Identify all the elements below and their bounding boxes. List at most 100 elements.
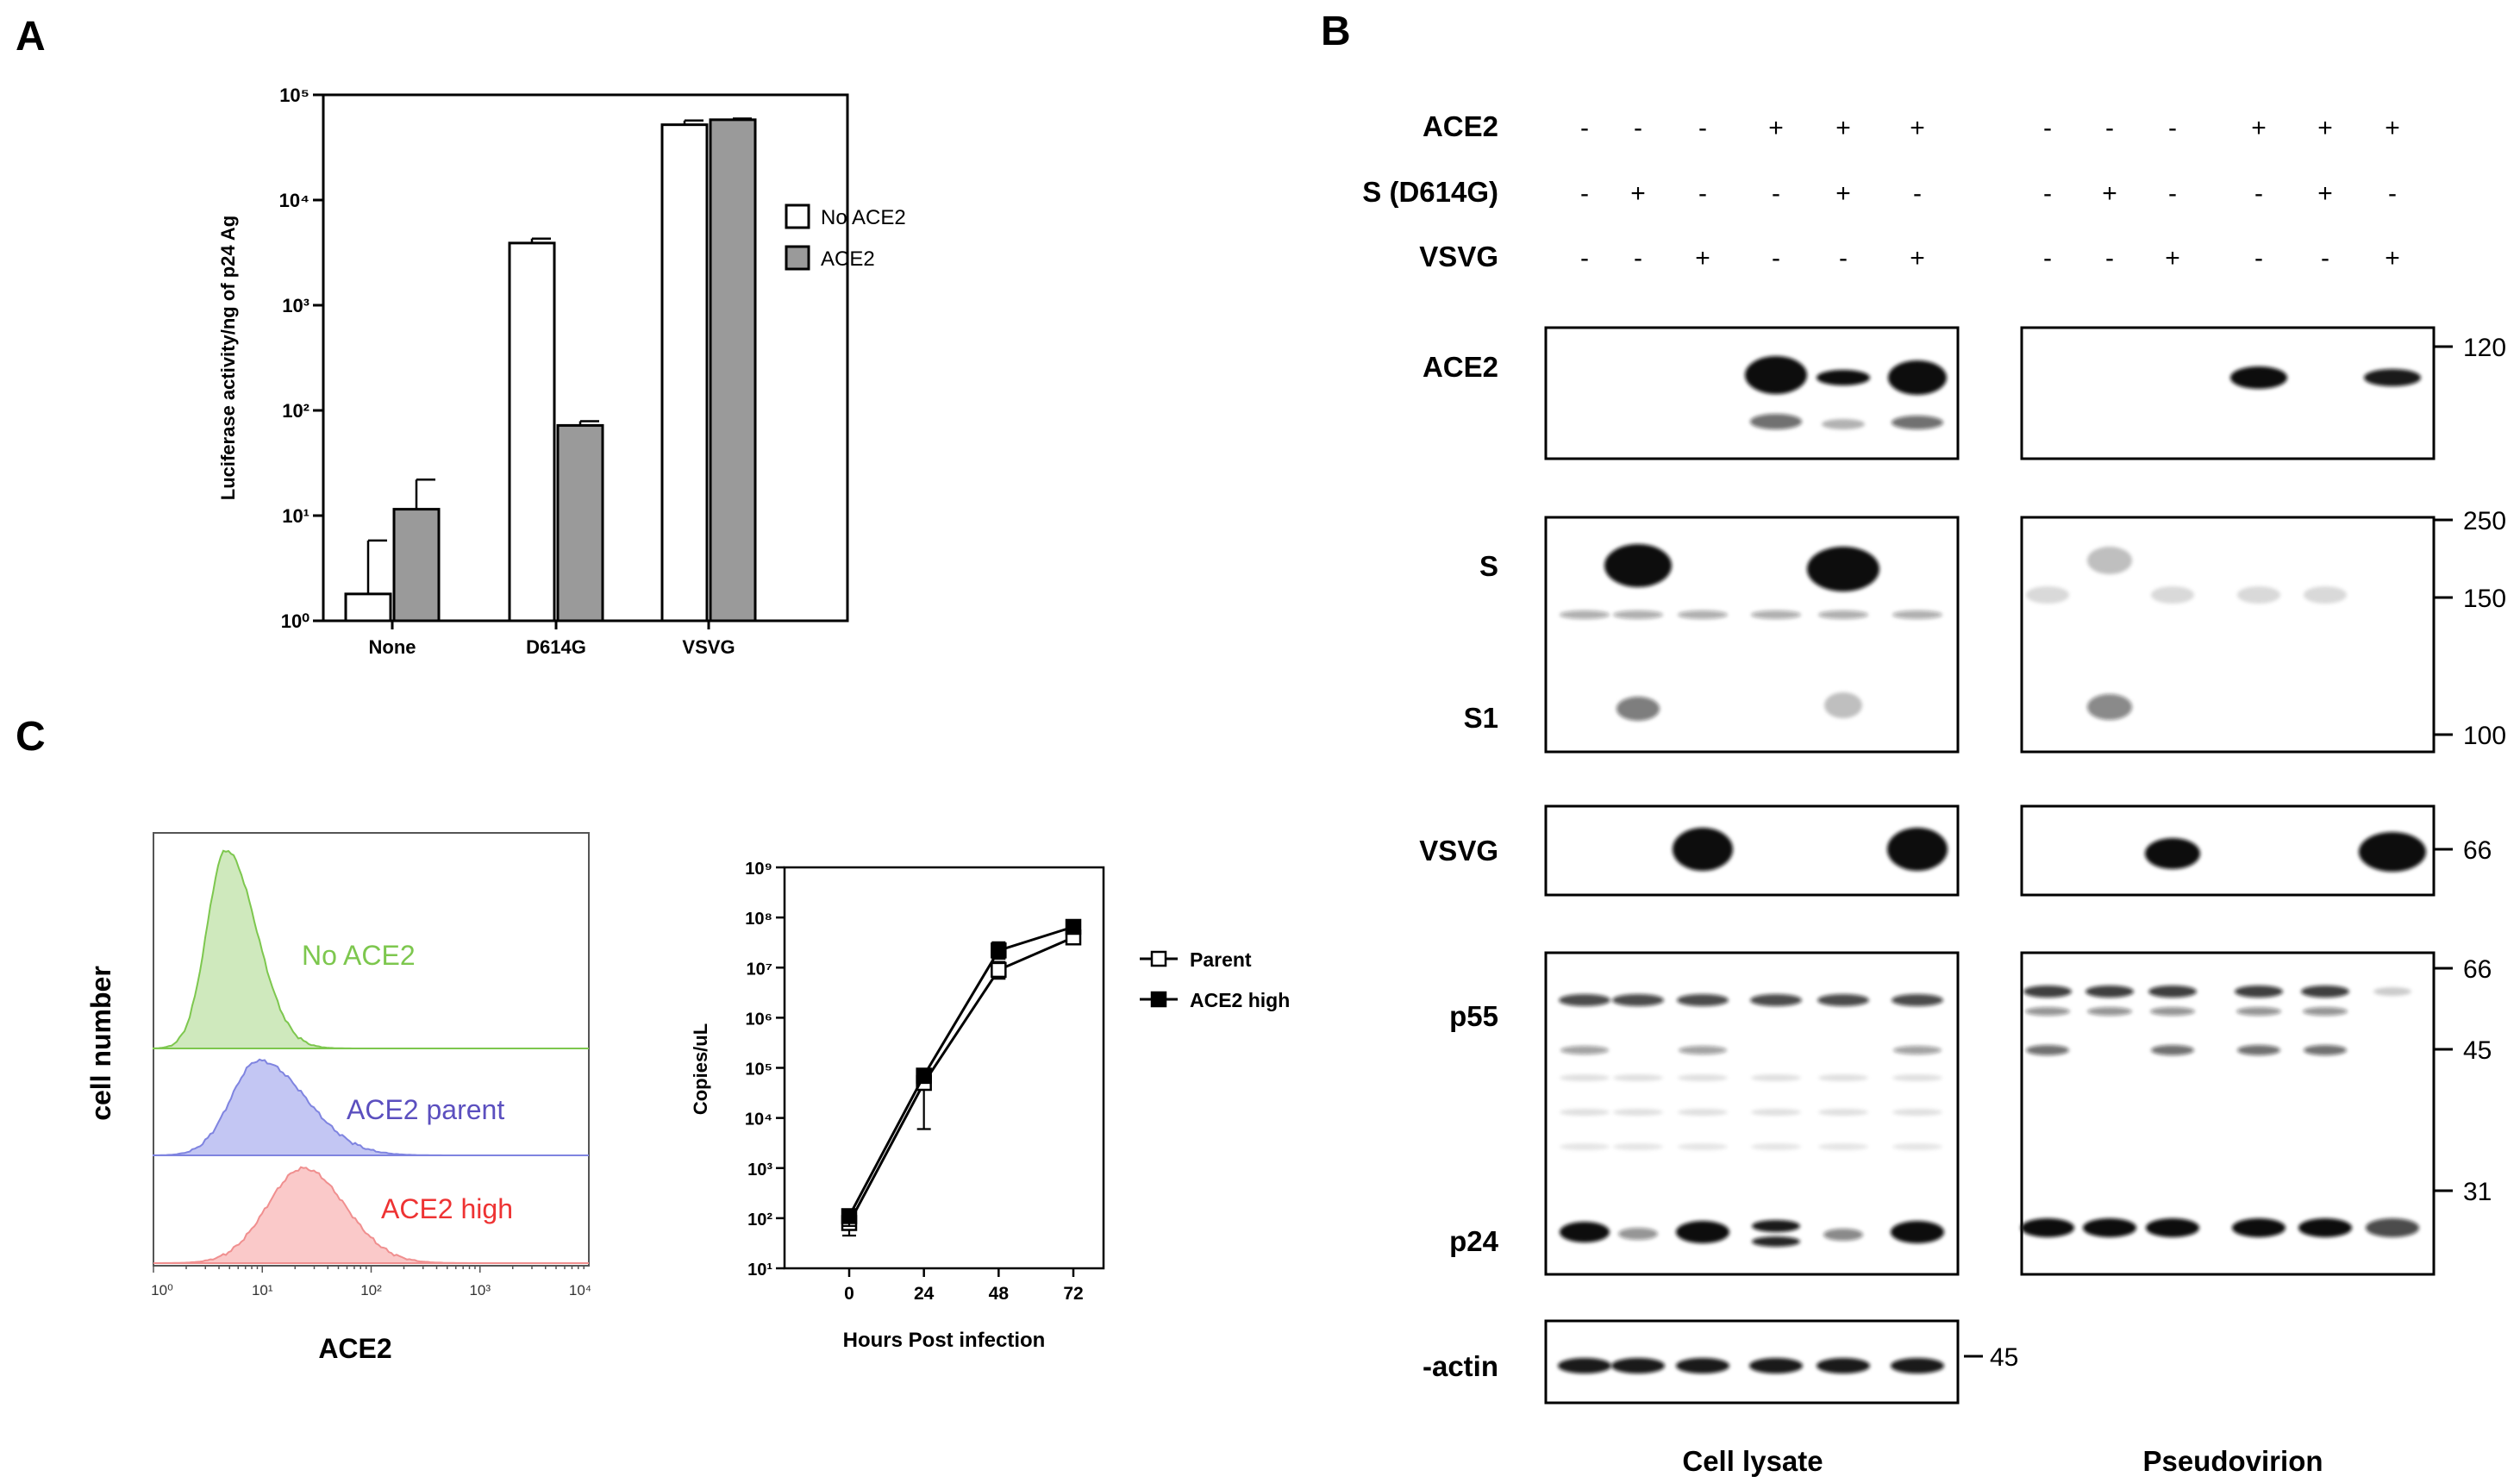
band — [1613, 1109, 1663, 1116]
population-label-ace2-high: ACE2 high — [381, 1193, 513, 1224]
band — [1560, 610, 1610, 619]
x-tick-label: 72 — [1063, 1284, 1083, 1304]
band-label-s1: S1 — [1464, 702, 1498, 734]
band — [1892, 994, 1943, 1006]
blot-actin-lysate — [1544, 1319, 1960, 1405]
band — [1752, 1220, 1800, 1232]
line-chart-y-ticks: 10¹ 10² 10³ 10⁴ 10⁵ 10⁶ 10⁷ 10⁸ 10⁹ — [745, 860, 785, 1280]
band — [2026, 1045, 2069, 1055]
band-label-p55: p55 — [1449, 1000, 1498, 1032]
band — [1892, 1143, 1942, 1150]
condition-sign: - — [1839, 244, 1848, 272]
band — [1817, 370, 1870, 385]
band — [1673, 828, 1733, 871]
band — [1891, 1221, 1944, 1243]
legend-label-ace2: ACE2 — [821, 247, 875, 271]
band — [1678, 1109, 1728, 1116]
band — [2298, 1218, 2352, 1237]
band — [1750, 414, 1802, 429]
panel-c-letter: C — [16, 714, 46, 760]
band — [1749, 1358, 1803, 1373]
band — [2087, 1007, 2132, 1016]
mw-66-vsvg: 66 — [2463, 836, 2492, 865]
band — [2025, 1007, 2070, 1016]
legend-label-no-ace2: No ACE2 — [821, 206, 906, 229]
blot-s-pseudovirion — [2020, 516, 2436, 754]
band — [1818, 1074, 1868, 1081]
blot-membranes — [1544, 326, 2436, 1405]
band — [1892, 1074, 1942, 1081]
band — [1677, 994, 1729, 1006]
band — [2087, 547, 2132, 574]
y-tick-label: 10⁰ — [281, 610, 310, 632]
condition-sign: + — [2317, 114, 2333, 142]
condition-sign: + — [1910, 114, 1925, 142]
band — [2085, 986, 2134, 998]
condition-sign: - — [2388, 179, 2397, 208]
mw-31: 31 — [2463, 1178, 2492, 1206]
condition-sign: - — [2254, 244, 2263, 272]
band — [1817, 1358, 1870, 1373]
band — [1891, 1358, 1944, 1373]
legend-swatch-ace2 — [785, 245, 810, 271]
condition-header-ace2: ACE2 — [1423, 110, 1498, 142]
band — [2021, 1218, 2074, 1237]
legend-label-parent: Parent — [1190, 948, 1252, 971]
band — [2151, 586, 2194, 604]
bar-chart-bars — [344, 117, 757, 623]
line-chart-frame — [783, 866, 1105, 1270]
line-chart-x-axis-label: Hours Post infection — [843, 1329, 1046, 1352]
group-label-pseudovirion: Pseudovirion — [2142, 1445, 2323, 1477]
band — [1822, 419, 1865, 429]
condition-sign: + — [2385, 114, 2400, 142]
y-tick-label: 10⁴ — [279, 190, 310, 211]
band — [1752, 1236, 1800, 1247]
y-tick-label: 10⁶ — [746, 1010, 772, 1029]
band — [1751, 610, 1801, 619]
band — [2304, 1045, 2347, 1055]
y-tick-label: 10⁵ — [279, 84, 310, 106]
condition-sign: - — [2321, 244, 2329, 272]
band — [1678, 1074, 1728, 1081]
band — [1892, 416, 1943, 429]
blot-ace2-pseudovirion — [2020, 326, 2436, 460]
series-line-parent — [847, 935, 1074, 1224]
y-tick-label: 10⁵ — [745, 1061, 772, 1079]
blot-gag-lysate — [1544, 951, 1960, 1276]
band — [2373, 987, 2411, 996]
population-label-no-ace2: No ACE2 — [302, 940, 416, 971]
band — [2232, 1218, 2286, 1237]
band — [2023, 986, 2072, 998]
band — [2235, 986, 2283, 998]
y-tick-label: 10² — [747, 1211, 772, 1230]
band — [1558, 1358, 1611, 1373]
condition-sign: - — [1634, 114, 1642, 142]
band — [2146, 1218, 2199, 1237]
band — [2303, 1007, 2348, 1016]
condition-sign: - — [1580, 114, 1589, 142]
bar-ace2 — [392, 508, 441, 623]
band — [2083, 1218, 2136, 1237]
band — [2230, 366, 2287, 389]
condition-sign: - — [1698, 114, 1707, 142]
bar-no-ace2 — [508, 241, 556, 623]
flow-x-tick-label: 10² — [360, 1282, 382, 1298]
band — [1888, 360, 1947, 395]
condition-sign: + — [2317, 179, 2333, 208]
condition-sign: - — [1772, 244, 1780, 272]
band — [2237, 586, 2280, 604]
mw-66-gag: 66 — [2463, 955, 2492, 984]
band — [1560, 1143, 1610, 1150]
band — [1611, 1358, 1665, 1373]
condition-sign: - — [1580, 179, 1589, 208]
band-label-actin: -actin — [1423, 1350, 1498, 1382]
band — [2148, 986, 2197, 998]
condition-sign: + — [2251, 114, 2267, 142]
band — [1892, 610, 1942, 619]
bar-ace2 — [556, 423, 604, 623]
data-point-ace2-high — [916, 1067, 932, 1084]
band-label-ace2: ACE2 — [1423, 351, 1498, 383]
bar-chart-y-ticks: 10⁰ 10¹ 10² 10³ 10⁴ 10⁵ — [279, 84, 323, 632]
band — [2236, 1007, 2281, 1016]
